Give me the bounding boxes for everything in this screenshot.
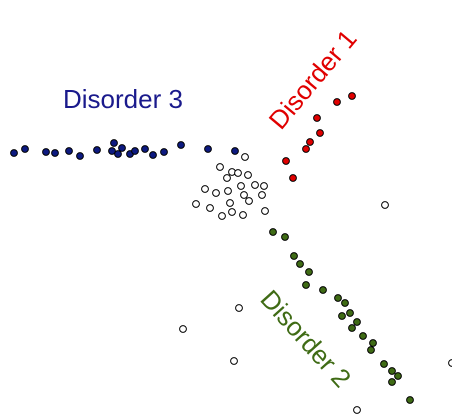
- points-layer: [10, 92, 452, 414]
- point-disorder-2-13: [359, 332, 367, 340]
- point-disorder-3-0: [10, 149, 18, 157]
- point-unassigned-21: [261, 207, 269, 215]
- point-disorder-3-8: [108, 147, 116, 155]
- point-disorder-3-7: [110, 139, 118, 147]
- point-disorder-3-12: [131, 147, 139, 155]
- point-disorder-2-5: [302, 281, 310, 289]
- point-unassigned-8: [251, 181, 259, 189]
- point-disorder-2-19: [388, 378, 396, 386]
- point-disorder-1-3: [316, 129, 324, 137]
- point-disorder-2-4: [305, 268, 313, 276]
- point-unassigned-9: [260, 182, 268, 190]
- point-disorder-2-0: [269, 228, 277, 236]
- point-disorder-2-10: [338, 312, 346, 320]
- point-disorder-3-6: [93, 146, 101, 154]
- point-disorder-2-18: [394, 372, 402, 380]
- point-disorder-1-0: [348, 92, 356, 100]
- point-disorder-1-4: [306, 138, 314, 146]
- point-unassigned-0: [241, 153, 249, 161]
- point-unassigned-14: [192, 200, 200, 208]
- point-disorder-2-6: [319, 286, 327, 294]
- label-disorder-2: Disorder 2: [255, 284, 358, 393]
- point-disorder-2-14: [369, 339, 377, 347]
- point-unassigned-24: [179, 325, 187, 333]
- point-unassigned-7: [237, 182, 245, 190]
- point-unassigned-6: [201, 185, 209, 193]
- point-disorder-3-9: [118, 144, 126, 152]
- point-disorder-2-2: [290, 252, 298, 260]
- point-unassigned-13: [258, 191, 266, 199]
- label-disorder-1: Disorder 1: [263, 24, 363, 135]
- point-disorder-1-7: [289, 174, 297, 182]
- point-disorder-1-2: [313, 114, 321, 122]
- point-disorder-3-5: [76, 152, 84, 160]
- point-disorder-3-2: [42, 148, 50, 156]
- point-disorder-3-14: [149, 151, 157, 159]
- point-unassigned-5: [223, 174, 231, 182]
- point-disorder-2-12: [348, 324, 356, 332]
- point-disorder-2-11: [353, 318, 361, 326]
- point-unassigned-22: [381, 201, 389, 209]
- point-disorder-1-6: [282, 157, 290, 165]
- point-disorder-3-16: [177, 141, 185, 149]
- point-unassigned-17: [245, 197, 253, 205]
- point-disorder-3-17: [204, 145, 212, 153]
- point-disorder-1-5: [302, 145, 310, 153]
- point-unassigned-27: [353, 406, 361, 414]
- point-disorder-2-20: [406, 396, 414, 404]
- point-disorder-1-1: [333, 98, 341, 106]
- point-unassigned-1: [216, 163, 224, 171]
- point-unassigned-10: [212, 189, 220, 197]
- point-unassigned-4: [244, 171, 252, 179]
- point-unassigned-26: [448, 359, 452, 367]
- point-disorder-2-8: [341, 299, 349, 307]
- point-unassigned-11: [224, 187, 232, 195]
- point-disorder-2-1: [281, 233, 289, 241]
- point-disorder-3-1: [21, 145, 29, 153]
- point-unassigned-15: [206, 204, 214, 212]
- point-unassigned-23: [235, 304, 243, 312]
- point-disorder-2-17: [388, 367, 396, 375]
- point-disorder-2-15: [367, 346, 375, 354]
- point-unassigned-12: [240, 191, 248, 199]
- point-disorder-2-9: [346, 309, 354, 317]
- point-disorder-2-7: [334, 294, 342, 302]
- point-unassigned-18: [228, 208, 236, 216]
- point-disorder-3-13: [141, 145, 149, 153]
- point-disorder-3-4: [65, 147, 73, 155]
- point-unassigned-3: [234, 169, 242, 177]
- point-disorder-2-3: [296, 260, 304, 268]
- point-unassigned-25: [230, 357, 238, 365]
- point-unassigned-20: [239, 211, 247, 219]
- point-unassigned-19: [218, 212, 226, 220]
- point-disorder-3-3: [51, 149, 59, 157]
- label-disorder-3: Disorder 3: [63, 84, 183, 114]
- point-disorder-2-16: [380, 360, 388, 368]
- point-disorder-3-18: [231, 147, 239, 155]
- point-unassigned-16: [226, 199, 234, 207]
- point-disorder-3-10: [114, 150, 122, 158]
- point-disorder-3-15: [160, 148, 168, 156]
